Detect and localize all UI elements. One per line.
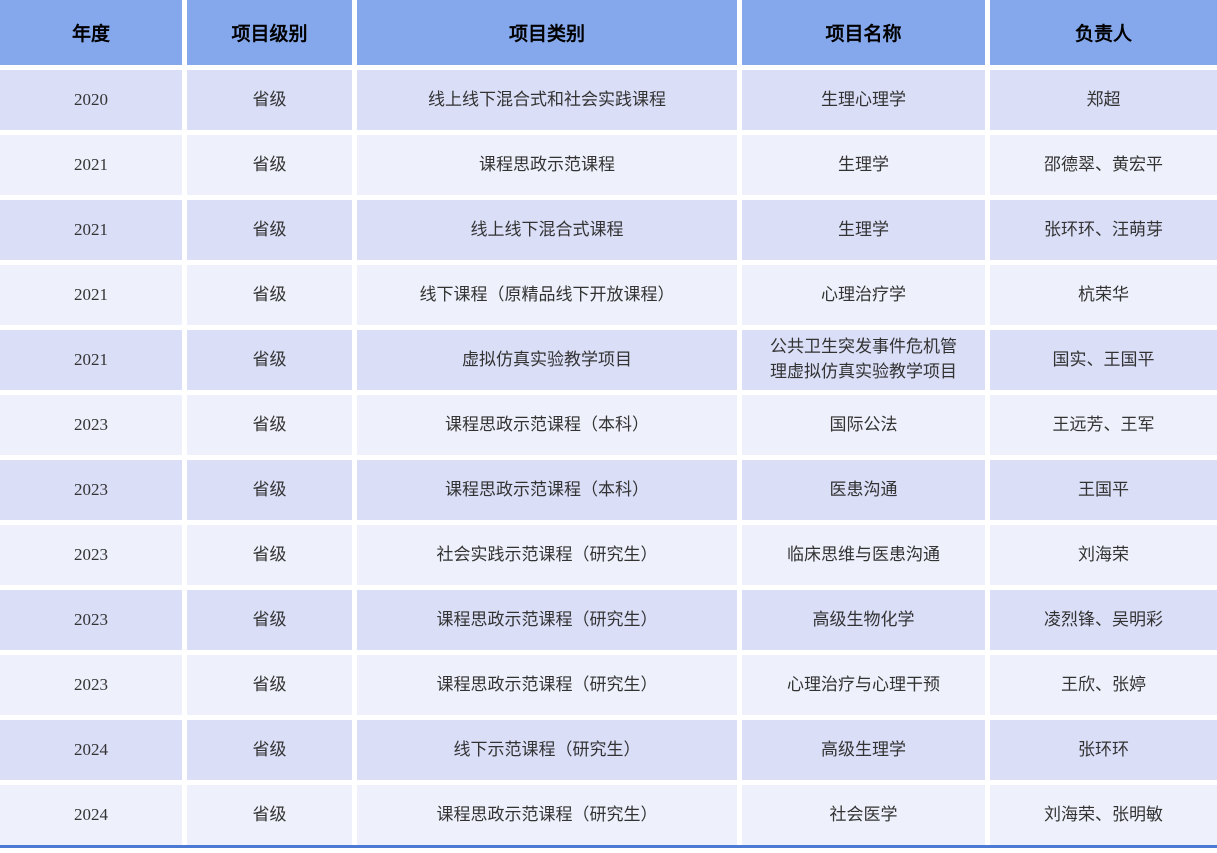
cell-level: 省级	[187, 655, 352, 715]
cell-category: 线下示范课程（研究生）	[357, 720, 737, 780]
column-header-name: 项目名称	[742, 0, 985, 65]
cell-name: 高级生物化学	[742, 590, 985, 650]
cell-leader: 张环环、汪萌芽	[990, 200, 1217, 260]
cell-leader: 杭荣华	[990, 265, 1217, 325]
cell-name: 生理心理学	[742, 70, 985, 130]
cell-name: 生理学	[742, 200, 985, 260]
cell-year: 2021	[0, 265, 182, 325]
cell-category: 课程思政示范课程（研究生）	[357, 655, 737, 715]
cell-category: 课程思政示范课程（研究生）	[357, 785, 737, 845]
cell-year: 2024	[0, 785, 182, 845]
cell-name: 公共卫生突发事件危机管理虚拟仿真实验教学项目	[742, 330, 985, 390]
cell-level: 省级	[187, 590, 352, 650]
cell-name: 临床思维与医患沟通	[742, 525, 985, 585]
cell-leader: 邵德翠、黄宏平	[990, 135, 1217, 195]
cell-level: 省级	[187, 395, 352, 455]
cell-name: 高级生理学	[742, 720, 985, 780]
cell-level: 省级	[187, 135, 352, 195]
cell-level: 省级	[187, 265, 352, 325]
cell-year: 2023	[0, 525, 182, 585]
cell-category: 虚拟仿真实验教学项目	[357, 330, 737, 390]
cell-name: 医患沟通	[742, 460, 985, 520]
column-header-level: 项目级别	[187, 0, 352, 65]
cell-leader: 国实、王国平	[990, 330, 1217, 390]
cell-leader: 刘海荣、张明敏	[990, 785, 1217, 845]
cell-level: 省级	[187, 70, 352, 130]
column-header-category: 项目类别	[357, 0, 737, 65]
column-header-leader: 负责人	[990, 0, 1217, 65]
cell-level: 省级	[187, 525, 352, 585]
cell-level: 省级	[187, 785, 352, 845]
cell-category: 课程思政示范课程	[357, 135, 737, 195]
cell-level: 省级	[187, 460, 352, 520]
cell-name: 国际公法	[742, 395, 985, 455]
cell-year: 2023	[0, 395, 182, 455]
cell-year: 2021	[0, 135, 182, 195]
cell-category: 线上线下混合式和社会实践课程	[357, 70, 737, 130]
cell-name: 心理治疗与心理干预	[742, 655, 985, 715]
cell-name: 心理治疗学	[742, 265, 985, 325]
cell-leader: 刘海荣	[990, 525, 1217, 585]
cell-year: 2021	[0, 330, 182, 390]
cell-year: 2024	[0, 720, 182, 780]
cell-leader: 张环环	[990, 720, 1217, 780]
cell-name: 生理学	[742, 135, 985, 195]
cell-level: 省级	[187, 720, 352, 780]
cell-leader: 凌烈锋、吴明彩	[990, 590, 1217, 650]
cell-category: 课程思政示范课程（本科）	[357, 460, 737, 520]
cell-category: 线上线下混合式课程	[357, 200, 737, 260]
cell-year: 2020	[0, 70, 182, 130]
cell-name: 社会医学	[742, 785, 985, 845]
table-bottom-border	[0, 845, 1217, 848]
cell-category: 课程思政示范课程（本科）	[357, 395, 737, 455]
cell-year: 2021	[0, 200, 182, 260]
cell-leader: 王欣、张婷	[990, 655, 1217, 715]
cell-category: 课程思政示范课程（研究生）	[357, 590, 737, 650]
cell-leader: 郑超	[990, 70, 1217, 130]
cell-category: 线下课程（原精品线下开放课程）	[357, 265, 737, 325]
cell-level: 省级	[187, 330, 352, 390]
cell-level: 省级	[187, 200, 352, 260]
cell-leader: 王远芳、王军	[990, 395, 1217, 455]
cell-year: 2023	[0, 460, 182, 520]
column-header-year: 年度	[0, 0, 182, 65]
cell-leader: 王国平	[990, 460, 1217, 520]
cell-year: 2023	[0, 655, 182, 715]
cell-year: 2023	[0, 590, 182, 650]
cell-category: 社会实践示范课程（研究生）	[357, 525, 737, 585]
